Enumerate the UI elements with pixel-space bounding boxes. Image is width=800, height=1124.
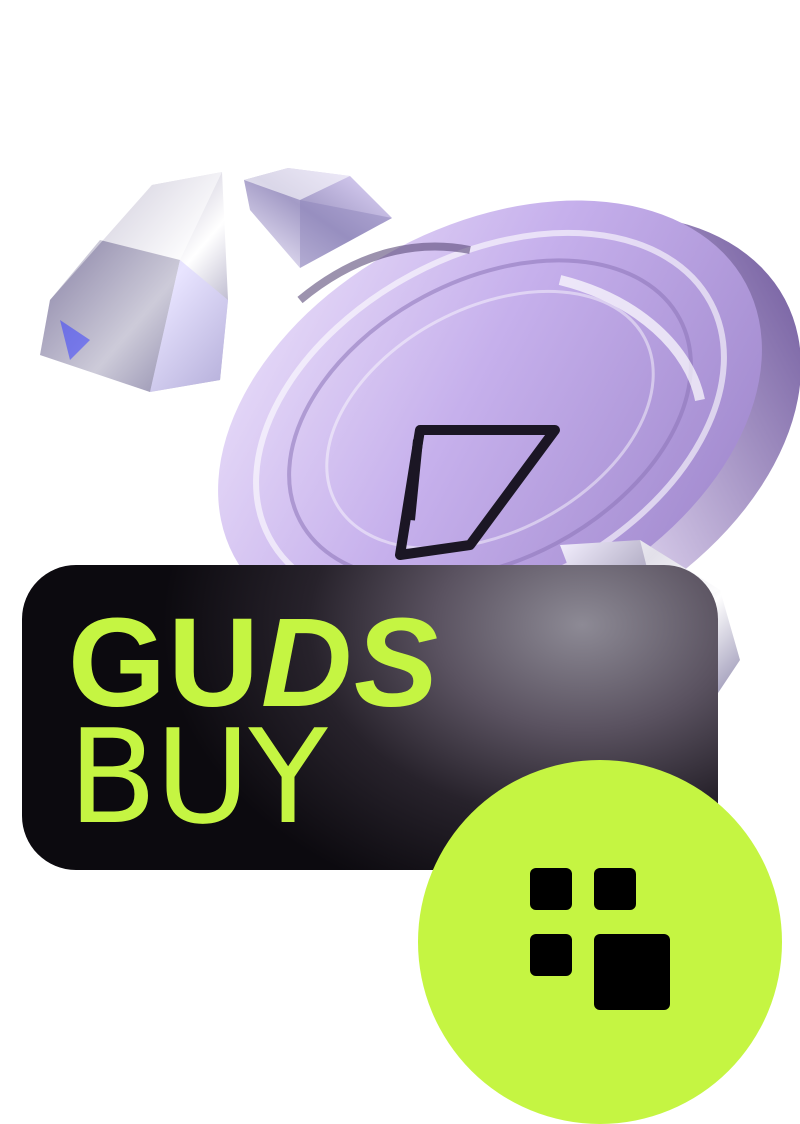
diamond-icon [40, 172, 228, 392]
logo-square-3 [530, 934, 572, 976]
brand-title: GUDS [68, 600, 440, 726]
logo-square-4 [594, 934, 670, 1010]
brand-subtitle: BUY [68, 701, 328, 853]
logo-square-2 [594, 868, 636, 910]
diamond-small-icon [244, 168, 392, 268]
brand-title-part1: GU [68, 592, 261, 733]
coin [218, 200, 800, 666]
triangle-a-icon [395, 425, 560, 560]
brand-title-part2: DS [261, 592, 441, 733]
logo-badge [418, 760, 782, 1124]
logo-square-1 [530, 868, 572, 910]
